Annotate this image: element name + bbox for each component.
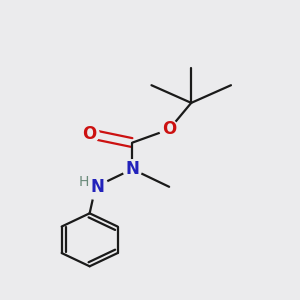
Text: N: N: [90, 178, 104, 196]
Text: H: H: [79, 175, 89, 188]
Circle shape: [83, 174, 108, 199]
Text: N: N: [125, 160, 139, 178]
Circle shape: [160, 120, 178, 139]
Text: O: O: [162, 120, 176, 138]
Circle shape: [123, 160, 142, 178]
Circle shape: [80, 124, 99, 143]
Text: O: O: [82, 125, 97, 143]
